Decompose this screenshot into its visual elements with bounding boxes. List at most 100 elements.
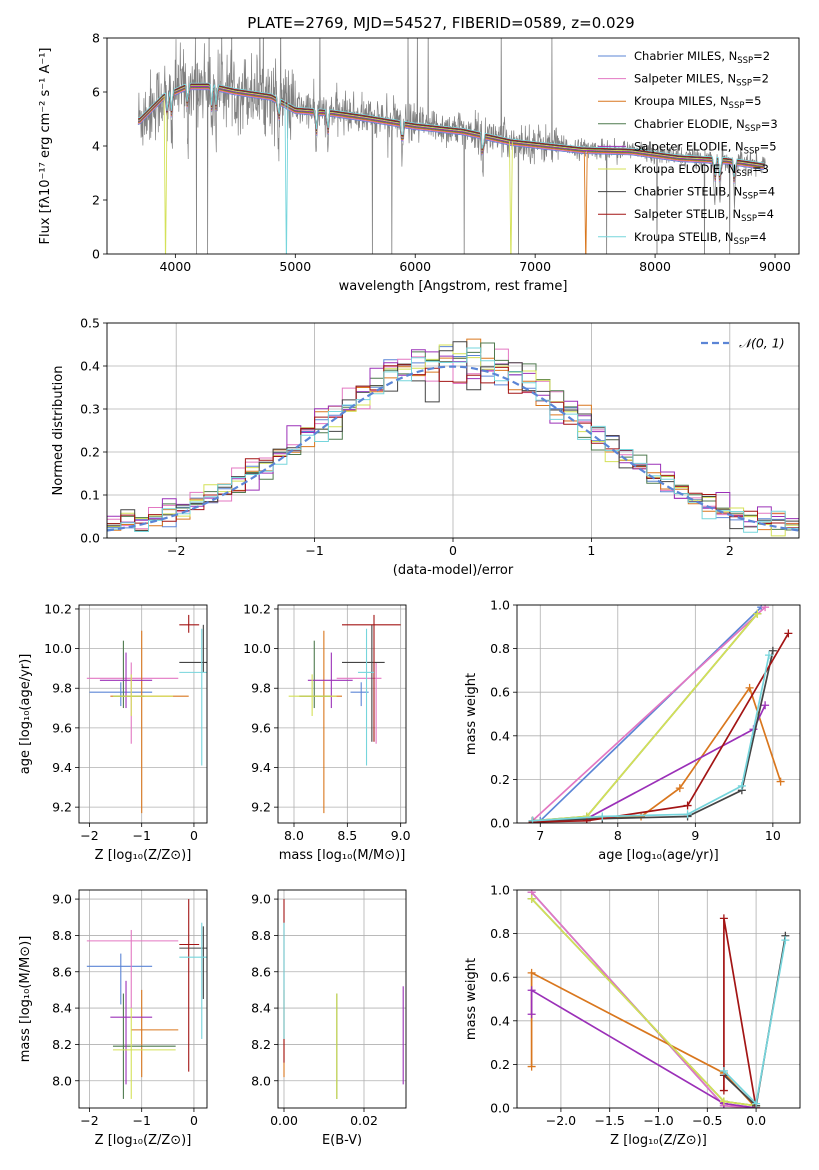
legend-label-tail: =4 xyxy=(749,230,766,244)
legend-label-tail: =2 xyxy=(753,49,770,63)
x-tick-label: 5000 xyxy=(279,259,311,274)
y-tick-label: 8.0 xyxy=(52,1073,72,1088)
errorbar-salpeter-stelib xyxy=(179,899,200,1072)
weight-marker xyxy=(527,1062,536,1071)
y-tick-label: 9.6 xyxy=(52,720,72,735)
y-tick-label: 0 xyxy=(92,247,100,262)
legend-label-tail: =4 xyxy=(757,207,774,221)
y-tick-label: 9.4 xyxy=(52,760,72,775)
y-tick-label: 9.4 xyxy=(251,760,271,775)
figure-title: PLATE=2769, MJD=54527, FIBERID=0589, z=0… xyxy=(247,14,634,32)
model-line-salpeter-stelib xyxy=(138,83,765,179)
plot-area-spectrum xyxy=(137,38,766,254)
weight-marker xyxy=(768,646,777,655)
axes-frame xyxy=(106,322,800,539)
weight-marker xyxy=(745,683,754,692)
weight-marker xyxy=(737,781,746,790)
y-tick-label: 0.0 xyxy=(490,816,510,831)
legend-label-sub: SSP xyxy=(742,192,758,202)
y-tick-label: 8.0 xyxy=(251,1073,271,1088)
y-axis-label: Normed distribution xyxy=(51,366,66,496)
errorbar-salpeter-miles xyxy=(86,929,179,1009)
plot-area-mass-vs-EBV xyxy=(283,899,404,1099)
legend-label-chabrier-stelib: Chabrier STELIB, NSSP=4 xyxy=(634,185,775,202)
y-tick-label: 9.2 xyxy=(52,800,72,815)
model-line-chabrier-elodie xyxy=(138,86,765,182)
y-tick-label: 10.0 xyxy=(243,641,271,656)
y-tick-label: 8.8 xyxy=(251,928,271,943)
legend-label-kroupa-stelib: Kroupa STELIB, NSSP=4 xyxy=(634,230,766,247)
x-tick-label: 0.02 xyxy=(350,1113,378,1128)
legend-label-text: Salpeter MILES, N xyxy=(634,72,736,86)
y-tick-label: 8.6 xyxy=(52,964,72,979)
axes-frame xyxy=(78,604,208,824)
y-tick-label: 2 xyxy=(92,193,100,208)
errorbar-kroupa-miles xyxy=(131,989,179,1078)
legend-label-tail: =4 xyxy=(758,185,775,199)
weight-marker xyxy=(761,605,770,612)
legend-label-text: Chabrier ELODIE, N xyxy=(634,117,745,131)
weight-line-salpeter-stelib xyxy=(532,632,790,823)
x-axis-label: wavelength [Angstrom, rest frame] xyxy=(339,279,568,294)
panel-weight-vs-Z: −2.0 −1.5 −1.0 −0.5 0.0 0.0 0.2 0.4 0.6 0.8 1.0 Z [… xyxy=(464,883,801,1148)
legend-label-text: Kroupa ELODIE, N xyxy=(634,162,736,176)
x-tick-label: −1 xyxy=(305,543,323,558)
y-tick-label: 10.2 xyxy=(243,601,271,616)
x-tick-label: 9000 xyxy=(759,259,791,274)
errorbar-kroupa-stelib xyxy=(358,628,374,766)
y-tick-label: 0.2 xyxy=(490,772,510,787)
weight-marker xyxy=(527,1010,536,1019)
legend-label-salpeter-stelib: Salpeter STELIB, NSSP=4 xyxy=(634,207,774,224)
legend-label-sub: SSP xyxy=(734,237,750,247)
legend-label-tail: =3 xyxy=(761,117,778,131)
y-tick-label: 0.6 xyxy=(490,685,510,700)
y-tick-label: 0.0 xyxy=(490,1101,510,1116)
y-tick-label: 8 xyxy=(92,31,100,46)
plot-area-weight-vs-Z xyxy=(527,890,790,1108)
weight-marker xyxy=(719,914,728,923)
x-axis-label: Z [log₁₀(Z/Z⊙)] xyxy=(95,1133,192,1148)
y-tick-label: 8.4 xyxy=(52,1001,72,1016)
errorbar-salpeter-stelib xyxy=(342,614,401,742)
legend-label-sub: SSP xyxy=(736,169,752,179)
y-tick-label: 1.0 xyxy=(490,598,510,613)
weight-marker xyxy=(528,816,537,823)
errorbar-salpeter-elodie xyxy=(307,652,353,709)
y-tick-label: 0.0 xyxy=(80,531,100,546)
legend-label-chabrier-miles: Chabrier MILES, NSSP=2 xyxy=(634,49,770,66)
legend-label-tail: =5 xyxy=(760,139,777,153)
weight-marker xyxy=(527,894,536,903)
legend-label-tail: =3 xyxy=(752,162,769,176)
y-tick-label: 9.6 xyxy=(251,720,271,735)
y-tick-label: 8.8 xyxy=(52,928,72,943)
plot-area-mass-vs-Z xyxy=(86,899,207,1099)
weight-marker xyxy=(527,968,536,977)
model-line-salpeter-elodie xyxy=(138,86,765,181)
legend-label-tail: =2 xyxy=(752,72,769,86)
y-tick-label: 8.2 xyxy=(251,1037,271,1052)
x-tick-label: 8.5 xyxy=(337,828,357,843)
legend-label-kroupa-elodie: Kroupa ELODIE, NSSP=3 xyxy=(634,162,769,179)
x-tick-label: 7000 xyxy=(519,259,551,274)
model-line-chabrier-stelib xyxy=(138,84,765,179)
panel-spectrum: 4000 5000 6000 7000 8000 9000 0 2 4 6 8 wavelength … xyxy=(38,31,800,294)
plot-area-weight-vs-age xyxy=(528,605,793,823)
weight-marker xyxy=(784,629,793,638)
y-axis-label: age [log₁₀(age/yr)] xyxy=(18,654,33,775)
x-tick-label: 10 xyxy=(765,828,781,843)
x-tick-label: 0.0 xyxy=(746,1113,766,1128)
y-tick-label: 4 xyxy=(92,139,100,154)
legend-label-sub: SSP xyxy=(745,124,761,134)
errorbar-chabrier-stelib xyxy=(179,624,207,673)
y-axis-label: mass [log₁₀(M/M⊙)] xyxy=(18,936,33,1063)
y-tick-label: 0.3 xyxy=(80,402,100,417)
errorbar-chabrier-stelib xyxy=(342,624,385,742)
axes-frame xyxy=(516,889,801,1109)
x-axis-label: Z [log₁₀(Z/Z⊙)] xyxy=(95,848,192,863)
model-line-chabrier-miles xyxy=(138,89,765,184)
errorbar-kroupa-elodie xyxy=(112,674,174,716)
legend-label-gaussian: 𝒩(0, 1) xyxy=(739,336,785,351)
panel-mass-vs-Z: −2 −1 0 8.0 8.2 8.4 8.6 8.8 9.0 Z [log₁₀(Z/Z⊙)] ma… xyxy=(18,889,208,1148)
legend-label-sub: SSP xyxy=(737,56,753,66)
